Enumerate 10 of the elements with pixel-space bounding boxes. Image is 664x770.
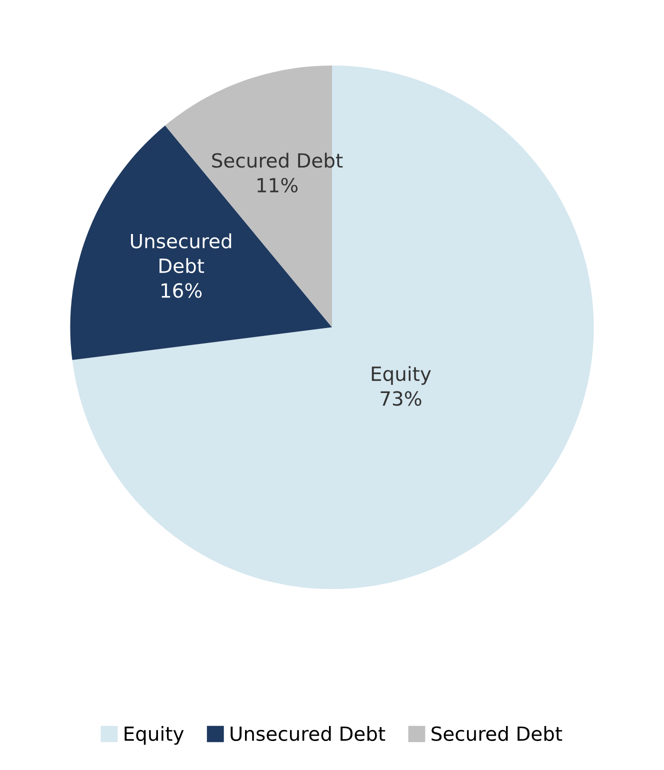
slice-label: Unsecured Debt: [131, 233, 232, 274]
slice-label: Equity: [372, 366, 431, 385]
data-label: 73%: [380, 391, 422, 406]
legend-label: Secured Debt: [432, 726, 562, 742]
legend-label: Unsecured Debt: [230, 726, 386, 742]
pie-slice: [72, 65, 594, 590]
slice-label: Secured Debt: [212, 152, 343, 168]
data-label: 16%: [162, 283, 202, 298]
data-label: 11%: [258, 178, 298, 193]
legend-label: Equity: [124, 726, 184, 745]
